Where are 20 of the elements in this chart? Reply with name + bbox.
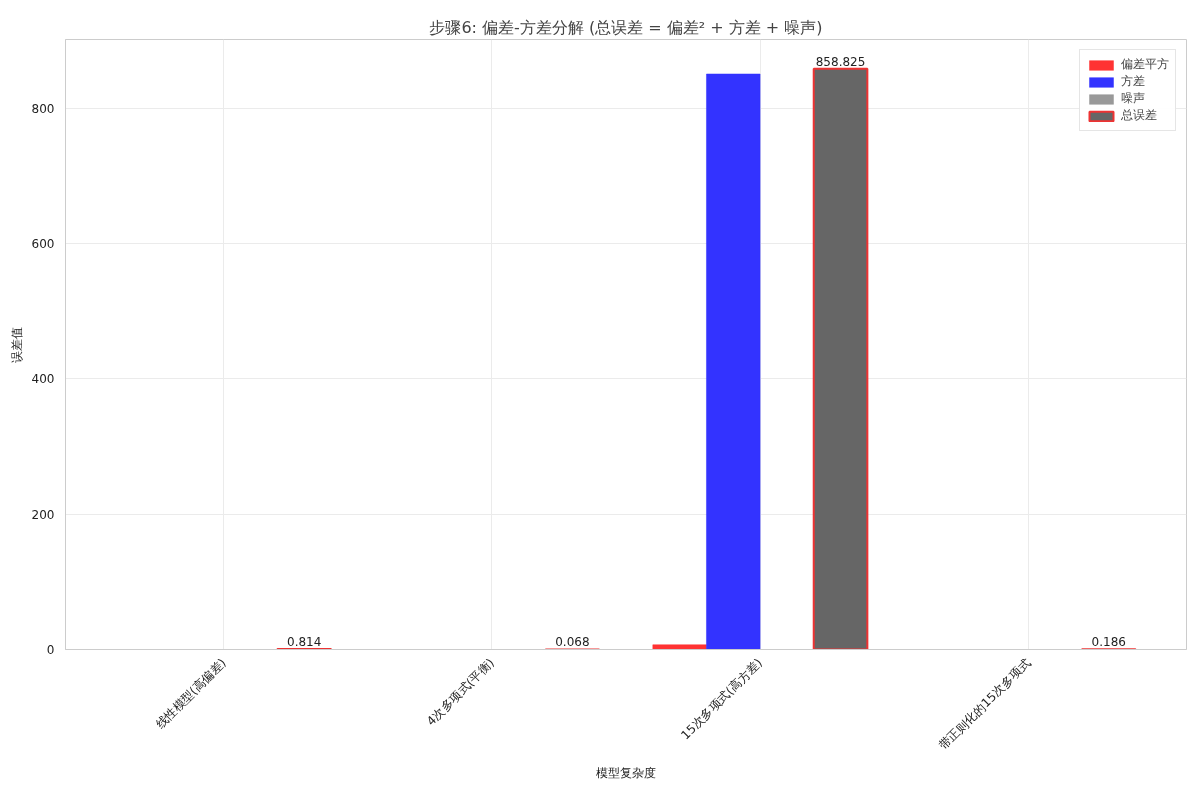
- data-label: 0.186: [1091, 635, 1126, 650]
- x-axis-title: 模型复杂度: [596, 765, 656, 780]
- y-tick-label: 0: [46, 643, 55, 657]
- y-tick-label: 800: [31, 101, 55, 116]
- legend-label: 方差: [1121, 73, 1145, 90]
- legend-label: 偏差平方: [1121, 56, 1169, 73]
- x-tick-label: 15次多项式(高方差): [678, 655, 766, 743]
- data-label: 0.814: [287, 634, 322, 649]
- y-tick-label: 200: [31, 507, 55, 522]
- y-tick-label: 400: [31, 372, 55, 387]
- chart-title: 步骤6: 偏差-方差分解 (总误差 = 偏差² + 方差 + 噪声): [429, 17, 823, 37]
- y-tick-label: 600: [31, 237, 55, 252]
- x-tick-label: 线性模型(高偏差): [152, 655, 229, 732]
- data-label: 858.825: [815, 54, 866, 69]
- legend-label: 总误差: [1121, 107, 1157, 124]
- legend-label: 噪声: [1121, 90, 1145, 107]
- x-tick-label: 带正则化的15次多项式: [936, 655, 1034, 753]
- x-tick-label: 4次多项式(平衡): [424, 655, 497, 729]
- data-label: 0.068: [555, 635, 590, 650]
- y-axis-title: 误差值: [9, 326, 24, 363]
